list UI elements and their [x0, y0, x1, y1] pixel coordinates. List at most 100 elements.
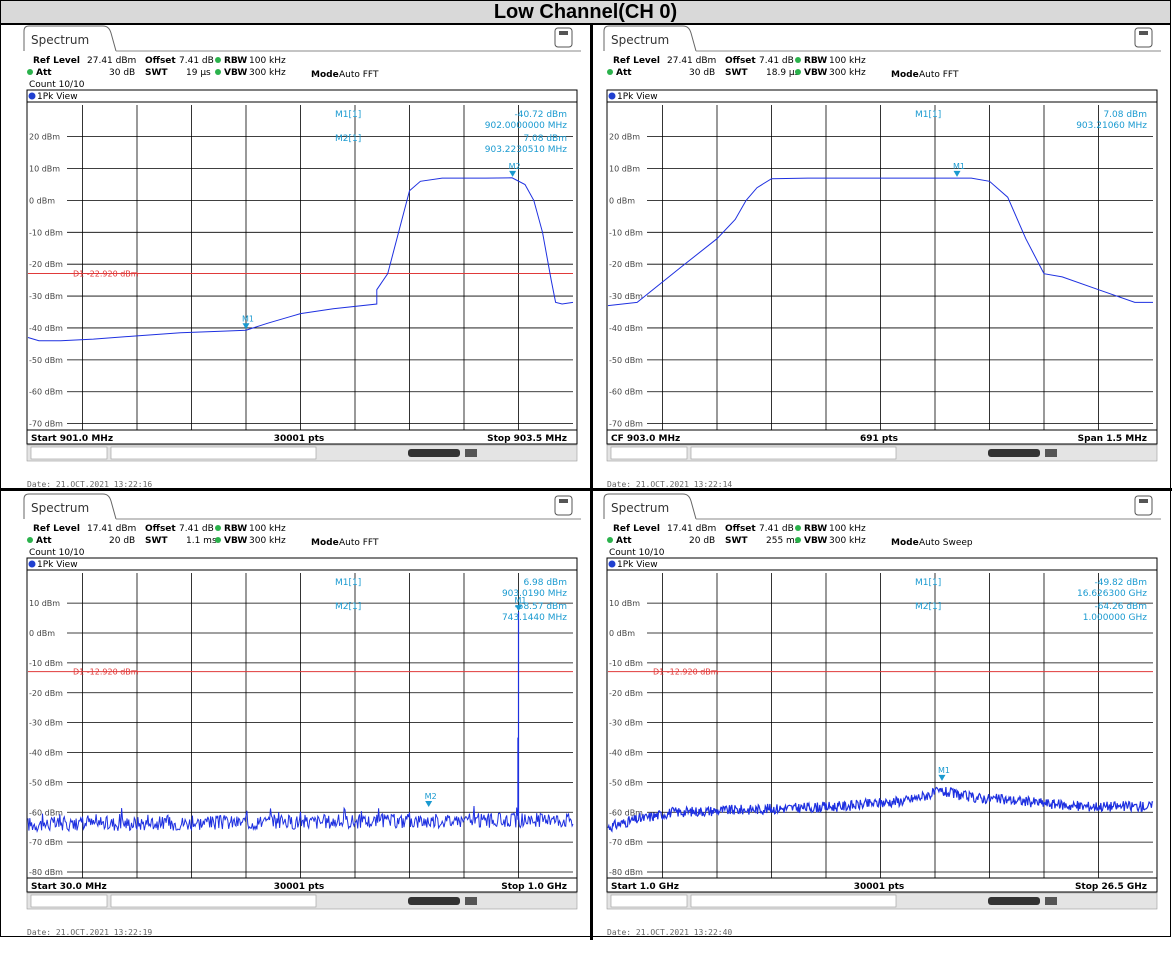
marker-readout-level: -40.72 dBm	[514, 110, 567, 120]
y-tick-label: -50 dBm	[609, 778, 643, 787]
lxi-icon	[465, 897, 477, 905]
footer-points-label: 30001 pts	[854, 882, 905, 892]
y-tick-label: -60 dBm	[609, 388, 643, 397]
rbw-label: RBW	[224, 56, 247, 66]
spectrum-tab-label: Spectrum	[611, 501, 669, 515]
y-tick-label: -30 dBm	[29, 719, 63, 728]
plot-frame	[606, 557, 1158, 893]
limit-line-label: D1 -12.920 dBm	[653, 668, 719, 677]
marker-readout-level: -58.57 dBm	[514, 602, 567, 612]
progress-indicator-icon	[988, 449, 1040, 457]
marker-m2-label: M2	[425, 792, 437, 801]
y-tick-label: -30 dBm	[609, 292, 643, 301]
rbw-indicator-icon	[215, 57, 221, 63]
vbw-label: VBW	[224, 536, 247, 546]
marker-m2-icon	[425, 800, 433, 807]
swt-value: 19 µs	[186, 68, 211, 78]
progress-indicator-icon	[408, 449, 460, 457]
progress-indicator-icon	[988, 897, 1040, 905]
vbw-indicator-icon	[215, 537, 221, 543]
offset-label: Offset	[145, 56, 176, 66]
footer-start-label: Start 901.0 MHz	[31, 434, 113, 444]
mode-value: Auto FFT	[919, 70, 959, 80]
y-tick-label: -60 dBm	[29, 388, 63, 397]
view-label: 1Pk View	[617, 560, 658, 570]
mode-label: Mode	[891, 70, 919, 80]
spectrum-tab-label: Spectrum	[31, 501, 89, 515]
offset-value: 7.41 dB	[759, 56, 794, 66]
marker-m1-label: M1	[953, 162, 965, 171]
swt-label: SWT	[145, 68, 168, 78]
y-tick-label: -70 dBm	[29, 420, 63, 429]
ref-level-value: 17.41 dBm	[667, 524, 716, 534]
vbw-indicator-icon	[795, 69, 801, 75]
footer-points-label: 30001 pts	[274, 434, 325, 444]
att-label: Att	[616, 68, 632, 78]
y-tick-label: -80 dBm	[29, 868, 63, 877]
footer-start-label: Start 1.0 GHz	[611, 882, 679, 892]
y-tick-label: -80 dBm	[609, 868, 643, 877]
marker-readout-freq: 903.2230510 MHz	[485, 145, 568, 155]
footer-stop-label: Stop 26.5 GHz	[1075, 882, 1147, 892]
att-label: Att	[616, 536, 632, 546]
spectrum-tab	[603, 493, 697, 520]
rbw-indicator-icon	[795, 57, 801, 63]
trace-1-indicator-icon	[28, 560, 36, 568]
plot-frame	[26, 557, 578, 893]
spectrum-panel-4: Spectrum Ref Level 17.41 dBm Offset 7.41 dB R…	[603, 493, 1163, 958]
swt-label: SWT	[145, 536, 168, 546]
lxi-icon	[1045, 449, 1057, 457]
spectrum-tab-label: Spectrum	[31, 33, 89, 47]
y-tick-label: 20 dBm	[609, 133, 640, 142]
marker-readout-freq: 903.0190 MHz	[502, 589, 567, 599]
att-value: 30 dB	[109, 68, 135, 78]
y-tick-label: 0 dBm	[29, 629, 55, 638]
y-tick-label: -70 dBm	[29, 838, 63, 847]
window-icon	[554, 495, 573, 516]
att-indicator-icon	[607, 537, 613, 543]
marker-readout-name: M1[1]	[915, 578, 941, 588]
lxi-icon	[1045, 897, 1057, 905]
vbw-value: 300 kHz	[249, 536, 286, 546]
date-stamp: Date: 21.OCT.2021 13:22:16	[27, 480, 152, 489]
ref-level-label: Ref Level	[33, 524, 80, 534]
y-tick-label: 10 dBm	[29, 165, 60, 174]
view-label: 1Pk View	[617, 92, 658, 102]
offset-value: 7.41 dB	[179, 56, 214, 66]
status-field-2	[690, 446, 897, 460]
y-tick-label: -70 dBm	[609, 420, 643, 429]
footer-start-label: Start 30.0 MHz	[31, 882, 107, 892]
offset-label: Offset	[145, 524, 176, 534]
window-icon-glyph	[1139, 499, 1148, 503]
trace-1-indicator-icon	[608, 560, 616, 568]
marker-readout-name: M2[1]	[335, 602, 361, 612]
status-field-1	[30, 446, 108, 460]
marker-readout-name: M1[1]	[335, 578, 361, 588]
mode-label: Mode	[891, 538, 919, 548]
swt-value: 18.9 µs	[766, 68, 800, 78]
rbw-indicator-icon	[795, 525, 801, 531]
mode-value: Auto Sweep	[919, 538, 973, 548]
offset-value: 7.41 dB	[759, 524, 794, 534]
marker-readout-level: -49.82 dBm	[1094, 578, 1147, 588]
att-label: Att	[36, 536, 52, 546]
plot-frame	[606, 89, 1158, 445]
count-label: Count 10/10	[29, 548, 85, 558]
att-label: Att	[36, 68, 52, 78]
limit-line-label: D1 -12.920 dBm	[73, 668, 139, 677]
swt-label: SWT	[725, 536, 748, 546]
plot-frame	[26, 89, 578, 445]
footer-stop-label: Stop 903.5 MHz	[487, 434, 567, 444]
spectrum-panel-1: Spectrum Ref Level 27.41 dBm Offset 7.41 dB R…	[23, 25, 583, 490]
date-stamp: Date: 21.OCT.2021 13:22:40	[607, 928, 732, 937]
y-tick-label: -10 dBm	[29, 228, 63, 237]
marker-m1-label: M1	[242, 314, 254, 323]
marker-readout-level: 7.08 dBm	[523, 134, 567, 144]
ref-level-label: Ref Level	[33, 56, 80, 66]
window-icon	[1134, 495, 1153, 516]
spectrum-plot-3: Spectrum Ref Level 17.41 dBm Offset 7.41 dB R…	[23, 493, 581, 937]
vbw-indicator-icon	[795, 537, 801, 543]
date-stamp: Date: 21.OCT.2021 13:22:19	[27, 928, 152, 937]
marker-m2-label: M2	[509, 162, 521, 171]
lxi-icon	[465, 449, 477, 457]
